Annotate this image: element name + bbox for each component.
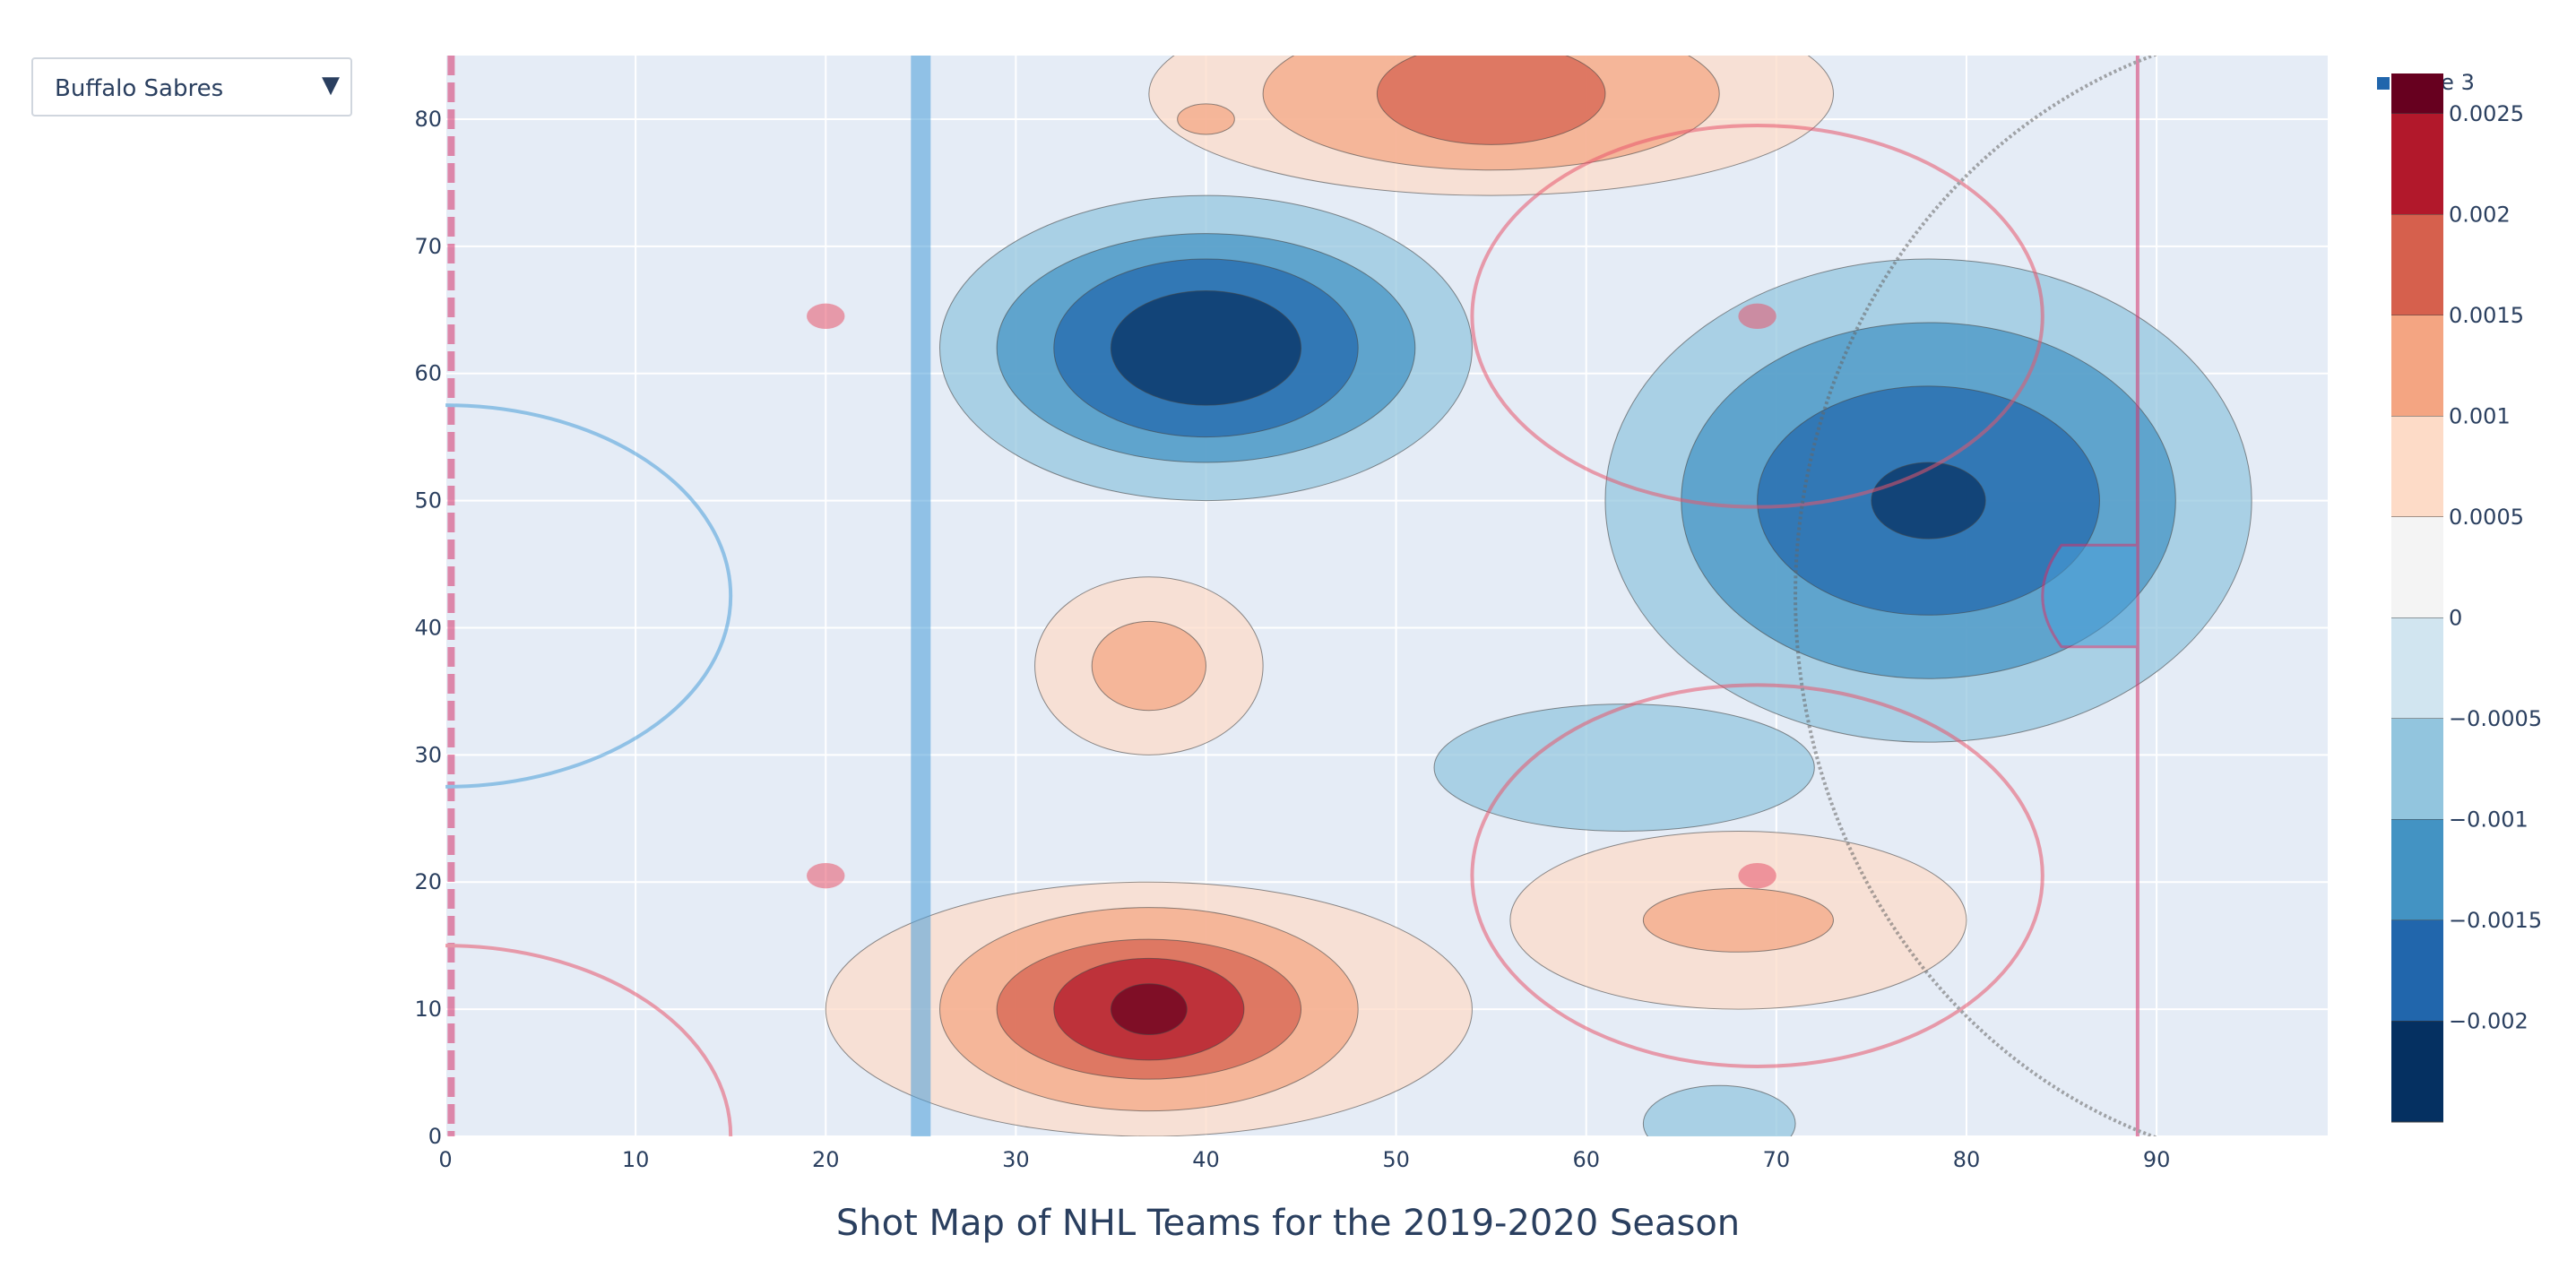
colorbar-band [2391,1021,2443,1122]
colorbar-band [2391,214,2443,315]
x-tick-label: 90 [2143,1147,2171,1172]
colorbar-band [2391,819,2443,920]
colorbar: 0.0025 0.002 0.0015 0.001 0.0005 0 −0.0005 −0.0… [2391,73,2542,1123]
x-tick-label: 60 [1572,1147,1600,1172]
chevron-down-icon: ▼ [322,72,340,99]
colorbar-band [2391,920,2443,1022]
contour-net-cold [1871,462,1986,540]
colorbar-band [2391,416,2443,517]
contour-layer [825,56,2252,1136]
x-tick-label: 30 [1002,1147,1030,1172]
colorbar-tick-label: 0 [2449,606,2462,631]
colorbar-band [2391,315,2443,417]
legend-swatch [2377,77,2390,90]
y-tick-label: 10 [414,997,442,1022]
x-tick-label: 70 [1763,1147,1791,1172]
y-tick-label: 20 [414,869,442,894]
colorbar-tick-label: −0.001 [2449,807,2528,833]
colorbar-band [2391,617,2443,719]
rink-markings [445,56,2158,1136]
contour-top-small [1177,103,1235,135]
y-tick-label: 50 [414,488,442,514]
blue-line [911,56,931,1136]
colorbar-tick-label: 0.002 [2449,203,2511,228]
colorbar-band [2391,517,2443,618]
x-tick-label: 40 [1192,1147,1220,1172]
colorbar-tick-label: −0.0005 [2449,706,2542,731]
colorbar-tick-label: 0.0015 [2449,303,2524,328]
faceoff-dot [1738,303,1776,330]
contour-bottom-left-warm [1110,983,1188,1035]
chart-title: Shot Map of NHL Teams for the 2019-2020 … [836,1203,1740,1244]
contour-mid-left-warm [1091,620,1206,712]
y-tick-label: 80 [414,107,442,132]
y-tick-label: 60 [414,361,442,386]
neutral-dot [807,303,845,330]
center-circle [445,403,733,789]
x-tick-label: 20 [812,1147,840,1172]
colorbar-band [2391,114,2443,215]
contour-lower-cold [1433,704,1815,832]
faceoff-circle [1470,124,2044,509]
colorbar-tick-label: −0.002 [2449,1009,2528,1034]
x-tick-label: 80 [1953,1147,1981,1172]
contour-bottom-cold [1642,1084,1796,1136]
x-tick-label: 50 [1382,1147,1410,1172]
faceoff-circle [1470,683,2044,1068]
contour-upper-left-cold [1110,289,1302,406]
y-tick-label: 70 [414,234,442,259]
neutral-dot [807,862,845,889]
x-axis: 0 10 20 30 40 50 60 70 80 90 [438,1147,2170,1172]
colorbar-tick-label: 0.001 [2449,404,2511,429]
faceoff-dot [1738,862,1776,889]
colorbar-band [2391,73,2443,114]
y-axis: 0 10 20 30 40 50 60 70 80 [414,107,442,1149]
y-tick-label: 30 [414,742,442,767]
team-dropdown[interactable]: Buffalo Sabres ▼ [31,57,352,117]
team-dropdown-value: Buffalo Sabres [55,75,224,102]
y-tick-label: 0 [428,1124,442,1149]
colorbar-tick-label: 0.0005 [2449,505,2524,530]
x-tick-label: 0 [438,1147,452,1172]
x-tick-label: 10 [622,1147,650,1172]
contour-slot-warm [1642,887,1834,953]
contour-top-center [1376,56,1606,145]
y-tick-label: 40 [414,615,442,640]
colorbar-tick-label: −0.0015 [2449,908,2542,933]
goal-crease [2041,543,2139,649]
colorbar-tick-label: 0.0025 [2449,101,2524,126]
colorbar-band [2391,719,2443,820]
